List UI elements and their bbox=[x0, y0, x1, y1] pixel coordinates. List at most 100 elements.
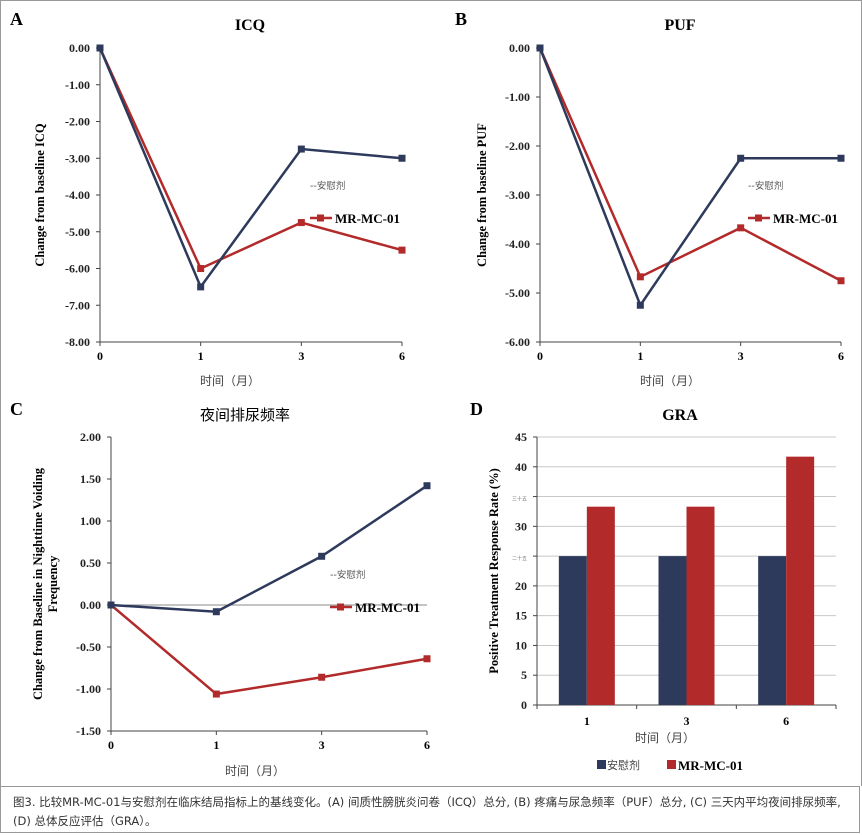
x-tick-label: 0 bbox=[97, 349, 103, 363]
legend-marker bbox=[755, 214, 762, 222]
y-tick-label: -2.00 bbox=[65, 115, 90, 129]
bar-placebo bbox=[758, 556, 787, 705]
data-point-placebo bbox=[318, 552, 326, 560]
y-tick-label: -1.00 bbox=[65, 78, 90, 92]
y-tick-label: -4.00 bbox=[65, 188, 90, 202]
data-point-placebo bbox=[636, 301, 644, 309]
data-point-mr bbox=[737, 224, 745, 232]
data-point-placebo bbox=[197, 283, 205, 291]
chart-title: 夜间排尿频率 bbox=[200, 406, 290, 424]
panel-label: B bbox=[455, 9, 467, 29]
x-tick-label: 6 bbox=[399, 349, 405, 363]
x-axis-label: 时间（月） bbox=[640, 374, 700, 388]
series-line-mr bbox=[538, 47, 842, 282]
y-tick-label: 0.50 bbox=[80, 556, 101, 570]
y-tick-label: -4.00 bbox=[505, 237, 530, 251]
y-tick-label: 0 bbox=[521, 698, 527, 712]
y-tick-label: -1.50 bbox=[76, 724, 101, 738]
legend-label: MR-MC-01 bbox=[335, 211, 400, 226]
series-line-placebo bbox=[98, 47, 403, 290]
x-tick-label: 6 bbox=[838, 349, 844, 363]
x-tick-label: 3 bbox=[738, 349, 744, 363]
data-point-placebo bbox=[96, 44, 104, 52]
x-axis-label: 时间（月） bbox=[200, 374, 260, 388]
y-tick-label: -8.00 bbox=[65, 335, 90, 349]
data-point-mr bbox=[636, 273, 644, 281]
y-tick-label: 40 bbox=[515, 460, 527, 474]
series-line-mr bbox=[110, 604, 428, 696]
data-point-placebo bbox=[423, 482, 431, 490]
data-point-mr bbox=[197, 265, 205, 272]
x-tick-label: 1 bbox=[213, 738, 219, 752]
y-tick-label: -5.00 bbox=[65, 225, 90, 239]
legend-label: --安慰剂 bbox=[310, 180, 345, 192]
x-tick-label: 1 bbox=[584, 714, 590, 728]
bar-placebo bbox=[558, 556, 587, 705]
legend-swatch-placebo bbox=[597, 760, 606, 769]
y-tick-label: -6.00 bbox=[505, 335, 530, 349]
data-point-mr bbox=[398, 246, 406, 254]
legend-label: MR-MC-01 bbox=[773, 211, 838, 226]
panel-b: B PUF 时间（月） Change from baseline PUF 0.00 -1.… bbox=[455, 9, 845, 388]
data-point-mr bbox=[297, 219, 305, 227]
panel-d: D GRA 时间（月） Positive Treatment Response Rat… bbox=[470, 399, 837, 773]
panel-label: C bbox=[10, 399, 23, 419]
x-axis-label: 时间（月） bbox=[225, 764, 285, 778]
x-tick-label: 6 bbox=[783, 714, 789, 728]
legend-marker bbox=[337, 603, 344, 611]
data-point-placebo bbox=[536, 44, 544, 52]
bar-mr bbox=[786, 456, 815, 705]
y-tick-label: -6.00 bbox=[65, 262, 90, 276]
legend-label: MR-MC-01 bbox=[678, 758, 743, 773]
y-tick-label: -0.50 bbox=[76, 640, 101, 654]
y-tick-label: 20 bbox=[515, 579, 527, 593]
legend-swatch-mr bbox=[667, 760, 676, 769]
y-axis-label: Change from baseline ICQ bbox=[33, 123, 47, 266]
y-tick-label: -1.00 bbox=[76, 682, 101, 696]
y-tick-label: 5 bbox=[521, 668, 527, 682]
chart-title: PUF bbox=[664, 17, 695, 34]
x-tick-label: 1 bbox=[198, 349, 204, 363]
x-tick-label: 0 bbox=[537, 349, 543, 363]
y-tick-label: 三十五 bbox=[512, 496, 527, 503]
legend-label: 安慰剂 bbox=[607, 758, 640, 772]
bar-mr bbox=[686, 506, 715, 705]
series-line-placebo bbox=[538, 47, 841, 308]
legend-label: --安慰剂 bbox=[330, 569, 365, 581]
y-tick-label: -3.00 bbox=[65, 151, 90, 165]
data-point-placebo bbox=[297, 145, 305, 153]
x-tick-label: 3 bbox=[319, 738, 325, 752]
x-tick-label: 3 bbox=[684, 714, 690, 728]
series-line-placebo bbox=[110, 484, 428, 613]
data-point-placebo bbox=[737, 154, 745, 162]
chart-canvas: A ICQ 时间（月） Change from baseline ICQ 0.00 -1.… bbox=[10, 9, 845, 778]
data-point-placebo bbox=[107, 601, 115, 609]
y-tick-label: -2.00 bbox=[505, 139, 530, 153]
y-axis-label: Positive Treatment Response Rate (%) bbox=[487, 468, 501, 674]
figure-caption: 图3. 比较MR-MC-01与安慰剂在临床结局指标上的基线变化。(A) 间质性膀… bbox=[0, 786, 860, 833]
y-axis-label: Change from Baseline in Nighttime Voidin… bbox=[31, 467, 60, 700]
data-point-mr bbox=[837, 277, 845, 285]
y-tick-label: 0.00 bbox=[509, 41, 530, 55]
y-tick-label: -5.00 bbox=[505, 286, 530, 300]
x-tick-label: 6 bbox=[424, 738, 430, 752]
y-tick-label: 2.00 bbox=[80, 430, 101, 444]
data-point-placebo bbox=[837, 154, 845, 162]
series-line-mr bbox=[98, 47, 403, 271]
y-axis-label: Change from baseline PUF bbox=[475, 123, 489, 267]
data-point-mr bbox=[423, 655, 431, 663]
y-tick-label: 0.00 bbox=[80, 598, 101, 612]
panel-label: A bbox=[10, 9, 23, 29]
y-tick-label: 10 bbox=[515, 638, 527, 652]
y-tick-label: 15 bbox=[515, 609, 527, 623]
data-point-placebo bbox=[212, 608, 220, 616]
x-tick-label: 0 bbox=[108, 738, 114, 752]
data-point-mr bbox=[318, 673, 326, 681]
y-tick-label: 45 bbox=[515, 430, 527, 444]
data-point-placebo bbox=[398, 154, 406, 162]
legend-marker bbox=[317, 214, 324, 222]
panel-a: A ICQ 时间（月） Change from baseline ICQ 0.00 -1.… bbox=[10, 9, 406, 388]
y-tick-label: -7.00 bbox=[65, 298, 90, 312]
panel-label: D bbox=[470, 399, 483, 419]
